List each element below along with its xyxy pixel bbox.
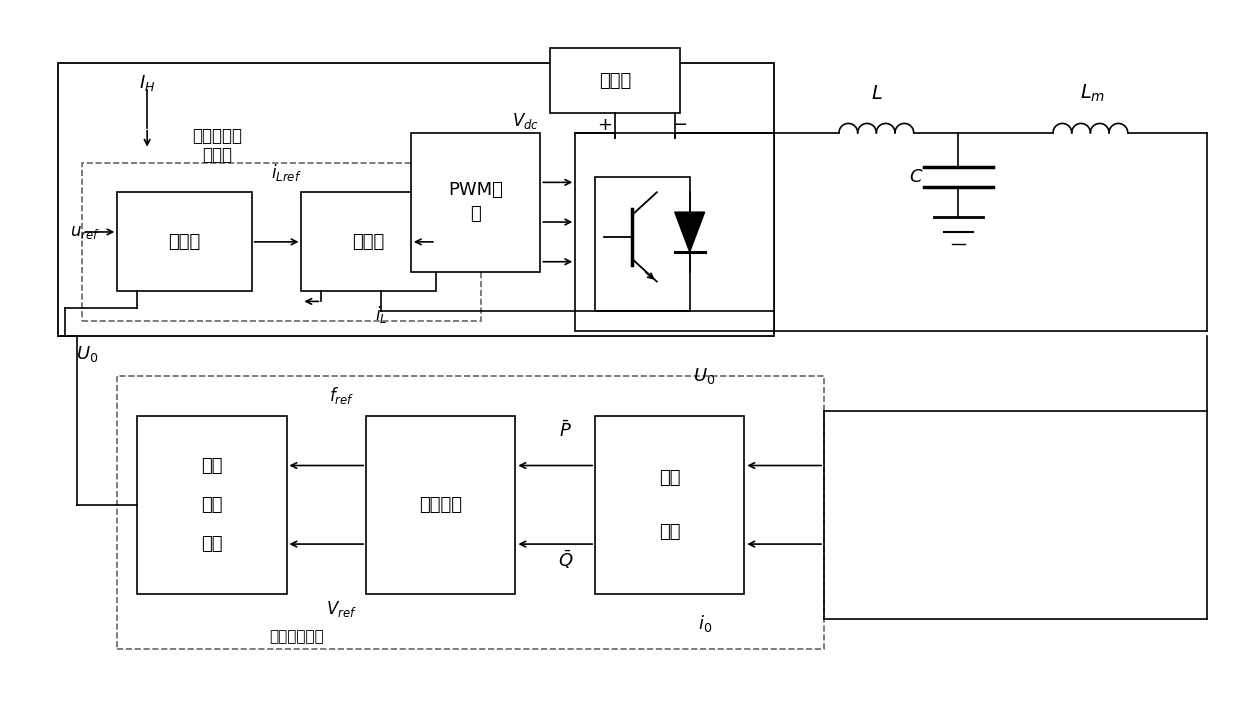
Text: 电流环: 电流环 xyxy=(352,233,384,251)
Bar xyxy=(118,376,825,649)
Text: $C$: $C$ xyxy=(909,169,924,186)
Bar xyxy=(551,49,680,113)
Text: $i_0$: $i_0$ xyxy=(698,614,712,635)
Text: $\bar{P}$: $\bar{P}$ xyxy=(559,420,572,441)
Text: $u_{ref}$: $u_{ref}$ xyxy=(71,223,100,241)
Text: 电压: 电压 xyxy=(201,496,223,514)
Text: $L_m$: $L_m$ xyxy=(1080,83,1106,104)
Text: 下垂方程: 下垂方程 xyxy=(419,496,463,514)
Text: $L$: $L$ xyxy=(870,83,883,102)
Text: +: + xyxy=(598,116,613,134)
Text: 电压电流双: 电压电流双 xyxy=(192,126,242,145)
Bar xyxy=(366,416,516,594)
Bar xyxy=(410,133,541,272)
Text: 参考: 参考 xyxy=(201,457,223,474)
Text: $U_0$: $U_0$ xyxy=(693,366,715,385)
Bar xyxy=(301,192,435,292)
Text: 号: 号 xyxy=(470,205,481,223)
Text: $V_{ref}$: $V_{ref}$ xyxy=(326,599,357,619)
Text: 生成: 生成 xyxy=(201,535,223,553)
Text: 直流源: 直流源 xyxy=(599,72,631,90)
Bar xyxy=(595,416,744,594)
Polygon shape xyxy=(675,212,704,252)
Text: $i_{Lref}$: $i_{Lref}$ xyxy=(272,162,301,183)
Text: 环控制: 环控制 xyxy=(202,145,232,164)
Text: 功率: 功率 xyxy=(658,469,681,487)
Text: $I_H$: $I_H$ xyxy=(139,73,155,93)
Bar xyxy=(57,64,774,336)
Bar xyxy=(575,133,774,331)
Bar xyxy=(118,192,252,292)
Bar xyxy=(82,162,481,321)
Text: $\bar{Q}$: $\bar{Q}$ xyxy=(558,548,573,570)
Bar xyxy=(138,416,286,594)
Text: −: − xyxy=(672,116,687,134)
Text: 功率环控制器: 功率环控制器 xyxy=(269,629,324,645)
Text: 计算: 计算 xyxy=(658,522,681,541)
Text: 电压环: 电压环 xyxy=(169,233,201,251)
Bar xyxy=(595,177,689,311)
Text: $V_{dc}$: $V_{dc}$ xyxy=(512,111,539,131)
Text: PWM信: PWM信 xyxy=(448,181,503,199)
Text: $f_{ref}$: $f_{ref}$ xyxy=(329,385,353,406)
Text: $U_0$: $U_0$ xyxy=(76,344,99,364)
Text: $i_L$: $i_L$ xyxy=(374,304,387,325)
